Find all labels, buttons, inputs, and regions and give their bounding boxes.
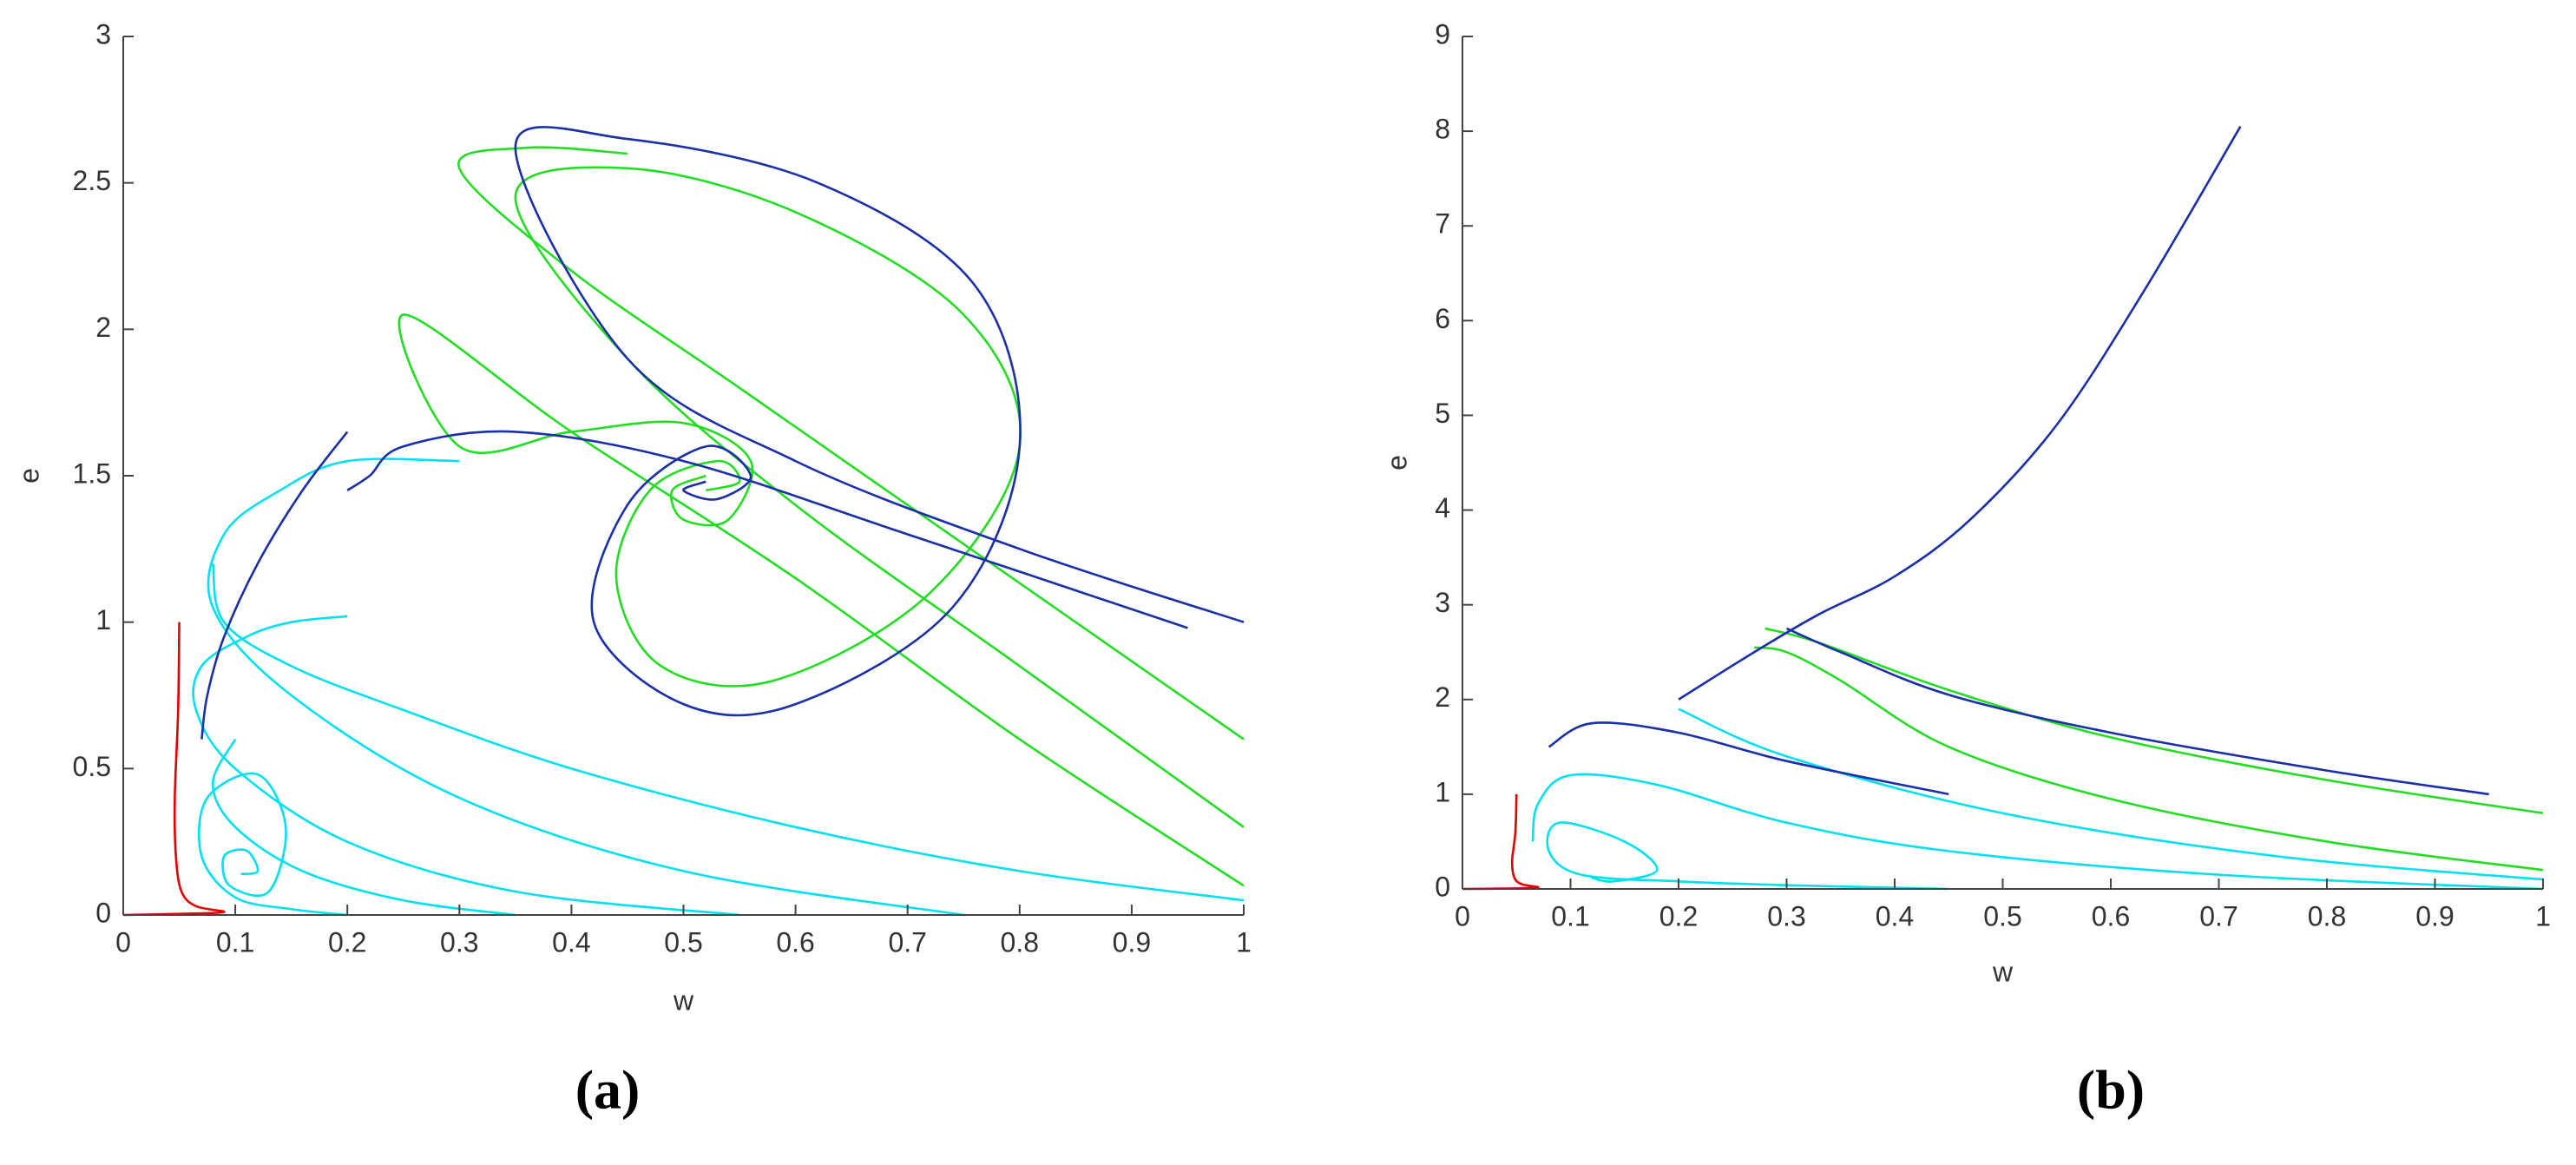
trajectory [1546, 821, 1949, 891]
x-tick-label: 0.4 [552, 926, 590, 958]
trajectory [1678, 708, 2544, 881]
trajectory [211, 738, 516, 917]
y-tick-label: 0.5 [73, 751, 111, 782]
trajectory [1678, 125, 2242, 701]
y-tick-label: 7 [1435, 208, 1450, 240]
trajectory [346, 430, 1188, 629]
y-tick-label: 2 [1435, 681, 1450, 713]
x-tick-label: 0.3 [440, 926, 478, 958]
x-tick-label: 0.5 [664, 926, 702, 958]
x-tick-label: 0.2 [1659, 900, 1698, 931]
trajectory [514, 126, 1245, 717]
x-tick-label: 0 [115, 926, 131, 958]
panel-caption: (a) [575, 1059, 641, 1121]
y-tick-label: 3 [95, 18, 111, 49]
x-tick-label: 0.1 [216, 926, 254, 958]
y-axis-label: e [13, 468, 44, 484]
x-tick-label: 0.2 [328, 926, 366, 958]
trajectory [398, 313, 1245, 887]
y-axis-label: e [1381, 455, 1412, 471]
y-tick-label: 0 [1435, 871, 1450, 902]
trajectory [1548, 721, 1949, 796]
x-tick-label: 0.3 [1767, 900, 1805, 931]
trajectory [207, 457, 964, 917]
x-tick-label: 1 [1236, 926, 1252, 958]
trajectory [1462, 793, 1540, 891]
y-tick-label: 2.5 [73, 165, 111, 196]
x-tick-label: 0.7 [888, 926, 926, 958]
y-tick-label: 9 [1435, 18, 1450, 49]
trajectory [197, 772, 348, 917]
trajectory [457, 146, 1245, 740]
y-tick-label: 4 [1435, 492, 1450, 523]
x-tick-label: 0.1 [1551, 900, 1589, 931]
x-tick-label: 1 [2535, 900, 2551, 931]
x-tick-label: 0.6 [776, 926, 814, 958]
x-axis-label: w [1992, 956, 2014, 987]
x-tick-label: 0.8 [2308, 900, 2346, 931]
trajectory [1753, 646, 2544, 872]
y-tick-label: 6 [1435, 303, 1450, 334]
panel-caption: (b) [2077, 1059, 2145, 1121]
x-tick-label: 0.4 [1876, 900, 1914, 931]
y-tick-label: 1 [95, 604, 111, 635]
x-axis-label: w [673, 984, 694, 1016]
y-tick-label: 0 [95, 897, 111, 928]
y-tick-label: 5 [1435, 398, 1450, 429]
trajectory [514, 166, 1245, 828]
x-tick-label: 0.7 [2199, 900, 2238, 931]
x-tick-label: 0.6 [2092, 900, 2130, 931]
y-tick-label: 1.5 [73, 457, 111, 489]
trajectory [122, 622, 226, 917]
trajectory [200, 431, 349, 740]
y-tick-label: 8 [1435, 114, 1450, 145]
x-tick-label: 0.9 [2415, 900, 2454, 931]
y-tick-label: 2 [95, 312, 111, 343]
x-tick-label: 0 [1455, 900, 1470, 931]
x-tick-label: 0.5 [1983, 900, 2021, 931]
y-tick-label: 1 [1435, 776, 1450, 807]
trajectory [192, 615, 740, 917]
trajectory [1531, 773, 2544, 891]
y-tick-label: 3 [1435, 587, 1450, 618]
x-tick-label: 0.8 [1001, 926, 1039, 958]
trajectory [211, 563, 1245, 902]
x-tick-label: 0.9 [1113, 926, 1151, 958]
trajectory [1785, 627, 2489, 796]
